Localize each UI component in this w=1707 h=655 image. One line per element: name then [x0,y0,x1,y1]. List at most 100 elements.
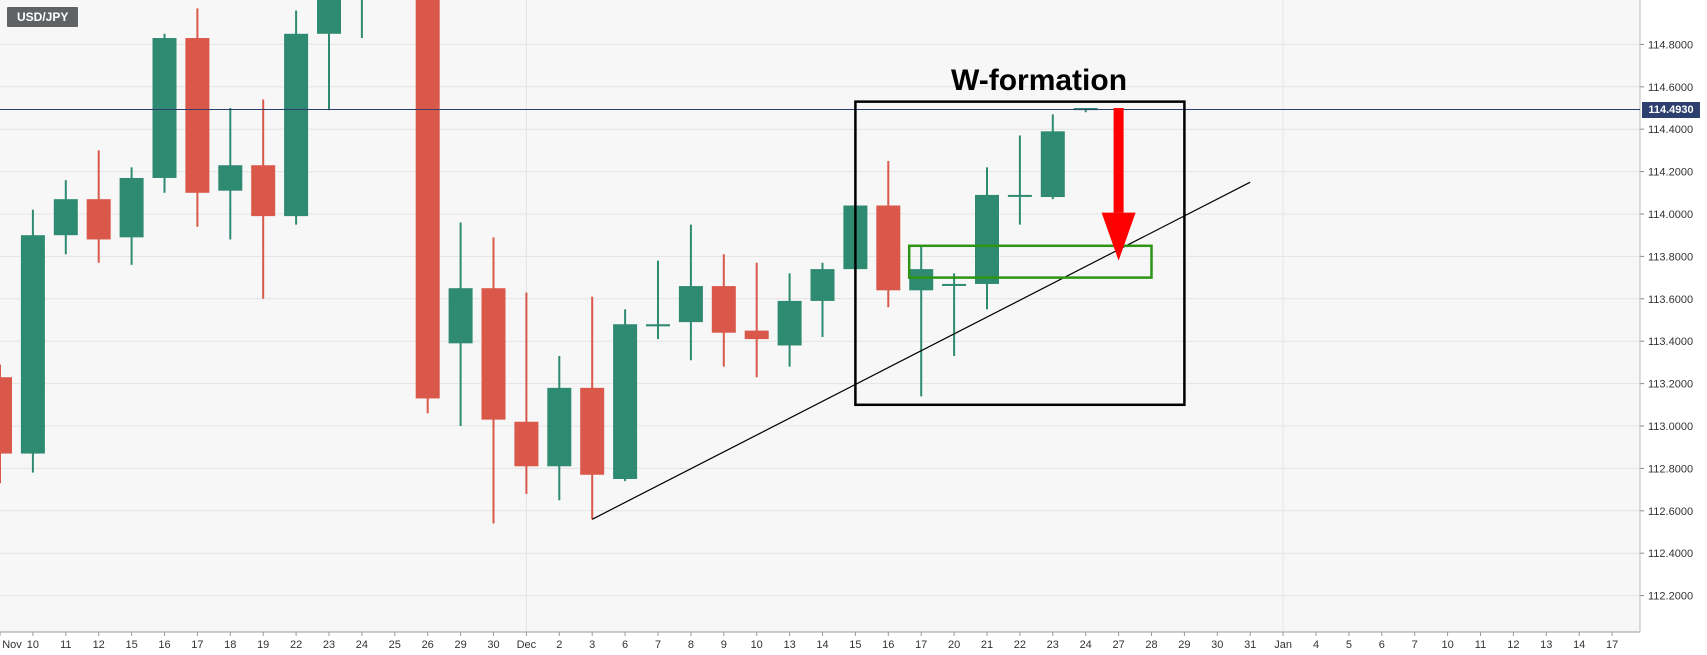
y-tick-label: 112.8000 [1648,463,1693,475]
candle-body [810,269,835,301]
x-tick-label: 8 [688,639,694,651]
y-tick-label: 113.6000 [1648,294,1693,306]
candle-body [0,377,12,454]
arrow-shaft [1113,108,1124,213]
candle-body [942,283,967,286]
x-tick-label: 16 [158,639,170,651]
candle-body [251,165,276,217]
candle-body [909,269,934,291]
plot-area [0,0,1640,632]
candle-body [547,387,572,467]
candle-body [1007,194,1032,197]
x-tick-label: Nov [2,639,22,651]
candle-body [20,235,45,454]
support-zone [907,244,1153,279]
x-tick-label: 10 [751,639,763,651]
x-tick-label: 28 [1145,639,1157,651]
y-tick-label: 113.4000 [1648,336,1693,348]
x-tick-label: 15 [849,639,861,651]
candle-body [218,165,243,191]
candle-body [53,199,78,236]
x-tick-label: 11 [60,639,71,651]
x-tick-label: 23 [323,639,335,651]
x-tick-label: 12 [93,639,105,651]
x-tick-label: 17 [1606,639,1618,651]
y-tick-label: 114.4000 [1648,124,1693,136]
x-tick-label: 18 [224,639,236,651]
x-tick-label: 10 [1441,639,1453,651]
x-tick-label: 30 [487,639,499,651]
x-tick-label: 29 [454,639,466,651]
x-tick-label: 27 [1112,639,1124,651]
y-tick-label: 114.2000 [1648,167,1693,179]
x-tick-label: 16 [882,639,894,651]
x-tick-label: 4 [1313,639,1319,651]
candle-body [514,421,539,467]
x-tick-label: 30 [1211,639,1223,651]
x-tick-label: 17 [191,639,203,651]
x-tick-label: 13 [1540,639,1552,651]
y-tick-label: 114.0000 [1648,209,1693,221]
x-tick-label: 3 [589,639,595,651]
x-tick-label: 14 [816,639,828,651]
candle-body [1040,131,1065,198]
x-tick-label: 7 [1412,639,1418,651]
symbol-badge: USD/JPY [7,7,79,27]
x-tick-label: 12 [1507,639,1519,651]
x-tick-label: 24 [1080,639,1092,651]
candle-body [613,324,638,479]
x-tick-label: 6 [1379,639,1385,651]
x-tick-label: Jan [1274,639,1292,651]
x-tick-label: 15 [125,639,137,651]
y-tick-label: 112.4000 [1648,548,1693,560]
candle-body [317,0,341,34]
candle-body [975,194,999,284]
candle-body [678,286,703,323]
candle-body [646,324,670,327]
x-tick-label: 2 [556,639,562,651]
candle-body [744,330,769,340]
y-tick-label: 114.6000 [1648,82,1693,94]
w-formation-box [854,100,1186,407]
candle-body [185,38,210,193]
x-tick-label: 10 [27,639,39,651]
x-tick-label: 21 [981,639,993,651]
x-tick-label: 22 [290,639,302,651]
candle-body [415,0,440,399]
candle-body [86,199,111,240]
candle-body [876,205,901,291]
x-tick-label: 9 [721,639,727,651]
candle-body [481,288,506,420]
x-tick-label: 23 [1047,639,1059,651]
candle-body [284,33,309,217]
x-tick-label: 13 [783,639,795,651]
candle-body [711,286,736,333]
x-tick-label: 24 [356,639,368,651]
trendline [591,181,1251,520]
x-tick-label: 11 [1475,639,1486,651]
arrow-head [1101,212,1136,261]
x-tick-label: Dec [517,639,537,651]
y-tick-label: 113.0000 [1648,421,1693,433]
x-tick-label: 17 [915,639,927,651]
candle-body [580,387,605,475]
x-tick-label: 5 [1346,639,1352,651]
candle-body [152,38,177,178]
w-formation-title: W-formation [951,64,1128,97]
y-tick-label: 114.8000 [1648,39,1693,51]
x-tick-label: 14 [1573,639,1585,651]
x-tick-label: 19 [257,639,269,651]
y-tick-label: 112.6000 [1648,506,1693,518]
y-tick-label: 113.8000 [1648,251,1693,263]
candle-body [119,177,144,238]
y-tick-label: 112.2000 [1648,591,1693,603]
candle-body [448,288,473,344]
x-tick-label: 7 [655,639,661,651]
candle-body [777,300,802,346]
x-tick-label: 6 [622,639,628,651]
x-tick-label: 26 [422,639,434,651]
x-tick-label: 31 [1244,639,1256,651]
x-tick-label: 20 [948,639,960,651]
